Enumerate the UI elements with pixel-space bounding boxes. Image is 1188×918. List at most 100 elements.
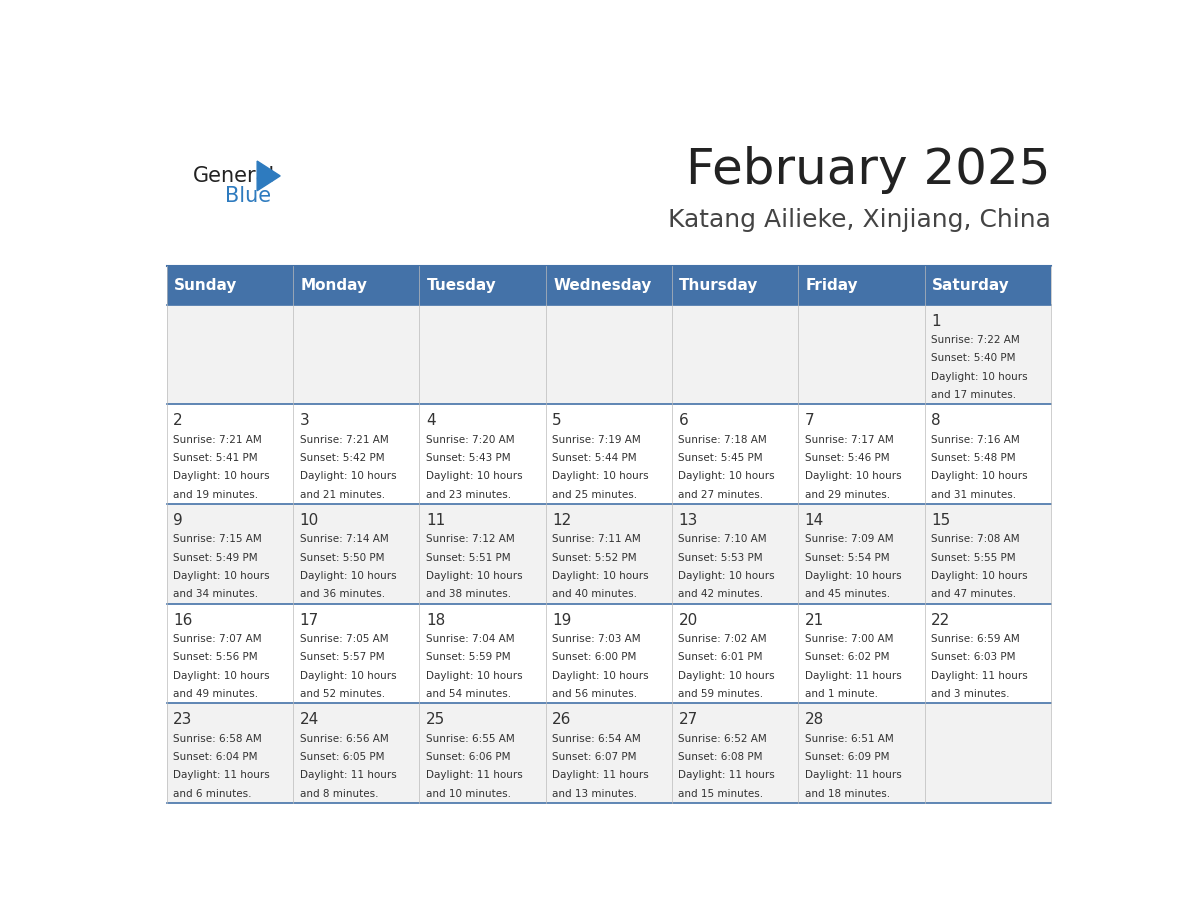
Bar [166,603,1051,703]
Text: Sunset: 5:50 PM: Sunset: 5:50 PM [299,553,384,563]
Text: Saturday: Saturday [931,277,1010,293]
Text: 24: 24 [299,712,318,727]
Text: Sunrise: 7:09 AM: Sunrise: 7:09 AM [804,534,893,544]
Text: Sunset: 5:45 PM: Sunset: 5:45 PM [678,453,763,463]
Text: Sunset: 5:48 PM: Sunset: 5:48 PM [931,453,1016,463]
Text: Sunset: 5:51 PM: Sunset: 5:51 PM [425,553,511,563]
Text: and 3 minutes.: and 3 minutes. [931,689,1010,700]
Text: and 56 minutes.: and 56 minutes. [552,689,637,700]
Text: 12: 12 [552,513,571,528]
Text: Sunrise: 7:16 AM: Sunrise: 7:16 AM [931,434,1019,444]
Text: and 47 minutes.: and 47 minutes. [931,589,1016,599]
Text: Sunset: 5:56 PM: Sunset: 5:56 PM [173,653,258,662]
Text: 11: 11 [425,513,446,528]
Text: Sunset: 6:03 PM: Sunset: 6:03 PM [931,653,1016,662]
Text: and 10 minutes.: and 10 minutes. [425,789,511,799]
Text: Sunset: 6:06 PM: Sunset: 6:06 PM [425,752,511,762]
Text: and 36 minutes.: and 36 minutes. [299,589,385,599]
Text: Daylight: 10 hours: Daylight: 10 hours [299,671,397,681]
Text: Sunset: 5:46 PM: Sunset: 5:46 PM [804,453,890,463]
Text: Sunrise: 7:12 AM: Sunrise: 7:12 AM [425,534,514,544]
Text: Sunrise: 6:54 AM: Sunrise: 6:54 AM [552,733,640,744]
Text: Wednesday: Wednesday [554,277,651,293]
Text: Sunrise: 7:18 AM: Sunrise: 7:18 AM [678,434,767,444]
Text: Sunrise: 7:05 AM: Sunrise: 7:05 AM [299,634,388,644]
Text: 14: 14 [804,513,824,528]
Text: Sunrise: 7:17 AM: Sunrise: 7:17 AM [804,434,893,444]
Text: General: General [192,166,274,186]
Text: 10: 10 [299,513,318,528]
Text: Sunrise: 6:55 AM: Sunrise: 6:55 AM [425,733,514,744]
Text: February 2025: February 2025 [687,146,1051,195]
Bar [166,504,1051,603]
Text: 22: 22 [931,612,950,628]
Text: Daylight: 10 hours: Daylight: 10 hours [425,471,523,481]
Text: and 40 minutes.: and 40 minutes. [552,589,637,599]
Text: Daylight: 11 hours: Daylight: 11 hours [931,671,1028,681]
Text: and 25 minutes.: and 25 minutes. [552,489,637,499]
Text: Sunset: 6:02 PM: Sunset: 6:02 PM [804,653,889,662]
Text: Sunrise: 6:56 AM: Sunrise: 6:56 AM [299,733,388,744]
Text: Sunrise: 7:21 AM: Sunrise: 7:21 AM [173,434,263,444]
Text: 4: 4 [425,413,436,429]
Text: Sunrise: 6:59 AM: Sunrise: 6:59 AM [931,634,1019,644]
Text: Sunrise: 7:07 AM: Sunrise: 7:07 AM [173,634,263,644]
Text: and 45 minutes.: and 45 minutes. [804,589,890,599]
Text: Sunrise: 7:08 AM: Sunrise: 7:08 AM [931,534,1019,544]
Text: and 21 minutes.: and 21 minutes. [299,489,385,499]
Text: Daylight: 10 hours: Daylight: 10 hours [678,571,775,581]
Text: Sunrise: 7:10 AM: Sunrise: 7:10 AM [678,534,767,544]
Text: 3: 3 [299,413,309,429]
Text: Daylight: 10 hours: Daylight: 10 hours [552,471,649,481]
Text: Sunrise: 7:03 AM: Sunrise: 7:03 AM [552,634,640,644]
Text: Sunrise: 7:19 AM: Sunrise: 7:19 AM [552,434,640,444]
Text: and 18 minutes.: and 18 minutes. [804,789,890,799]
Text: Daylight: 10 hours: Daylight: 10 hours [552,571,649,581]
Text: 20: 20 [678,612,697,628]
Bar [166,305,1051,404]
Text: 27: 27 [678,712,697,727]
Text: Monday: Monday [301,277,367,293]
Text: and 29 minutes.: and 29 minutes. [804,489,890,499]
Text: Tuesday: Tuesday [426,277,497,293]
Text: Sunset: 5:52 PM: Sunset: 5:52 PM [552,553,637,563]
Text: and 34 minutes.: and 34 minutes. [173,589,259,599]
Text: and 13 minutes.: and 13 minutes. [552,789,637,799]
Text: and 42 minutes.: and 42 minutes. [678,589,764,599]
Text: Daylight: 10 hours: Daylight: 10 hours [931,372,1028,382]
Text: Daylight: 10 hours: Daylight: 10 hours [931,571,1028,581]
Text: Sunset: 5:40 PM: Sunset: 5:40 PM [931,353,1016,364]
Text: Sunset: 6:08 PM: Sunset: 6:08 PM [678,752,763,762]
Text: Daylight: 10 hours: Daylight: 10 hours [931,471,1028,481]
Bar [166,703,1051,803]
Text: Daylight: 10 hours: Daylight: 10 hours [678,671,775,681]
Text: and 27 minutes.: and 27 minutes. [678,489,764,499]
Polygon shape [257,161,280,191]
Text: Sunset: 5:54 PM: Sunset: 5:54 PM [804,553,890,563]
Text: Sunrise: 7:22 AM: Sunrise: 7:22 AM [931,335,1019,345]
Text: and 17 minutes.: and 17 minutes. [931,390,1016,400]
Text: Sunrise: 7:00 AM: Sunrise: 7:00 AM [804,634,893,644]
Text: and 49 minutes.: and 49 minutes. [173,689,259,700]
Text: 17: 17 [299,612,318,628]
Text: 15: 15 [931,513,950,528]
Text: 18: 18 [425,612,446,628]
Text: Sunrise: 7:21 AM: Sunrise: 7:21 AM [299,434,388,444]
Text: Sunrise: 7:20 AM: Sunrise: 7:20 AM [425,434,514,444]
Text: and 1 minute.: and 1 minute. [804,689,878,700]
Text: Sunset: 6:05 PM: Sunset: 6:05 PM [299,752,384,762]
Text: and 6 minutes.: and 6 minutes. [173,789,252,799]
Text: 9: 9 [173,513,183,528]
Text: Sunset: 5:44 PM: Sunset: 5:44 PM [552,453,637,463]
Text: and 54 minutes.: and 54 minutes. [425,689,511,700]
Text: Daylight: 11 hours: Daylight: 11 hours [678,770,776,780]
Text: Daylight: 10 hours: Daylight: 10 hours [678,471,775,481]
Text: 2: 2 [173,413,183,429]
Text: Sunset: 6:00 PM: Sunset: 6:00 PM [552,653,637,662]
Text: Daylight: 11 hours: Daylight: 11 hours [804,770,902,780]
Text: 23: 23 [173,712,192,727]
Text: Daylight: 10 hours: Daylight: 10 hours [173,571,270,581]
Text: Daylight: 10 hours: Daylight: 10 hours [552,671,649,681]
Text: 21: 21 [804,612,824,628]
Text: Sunrise: 6:52 AM: Sunrise: 6:52 AM [678,733,767,744]
